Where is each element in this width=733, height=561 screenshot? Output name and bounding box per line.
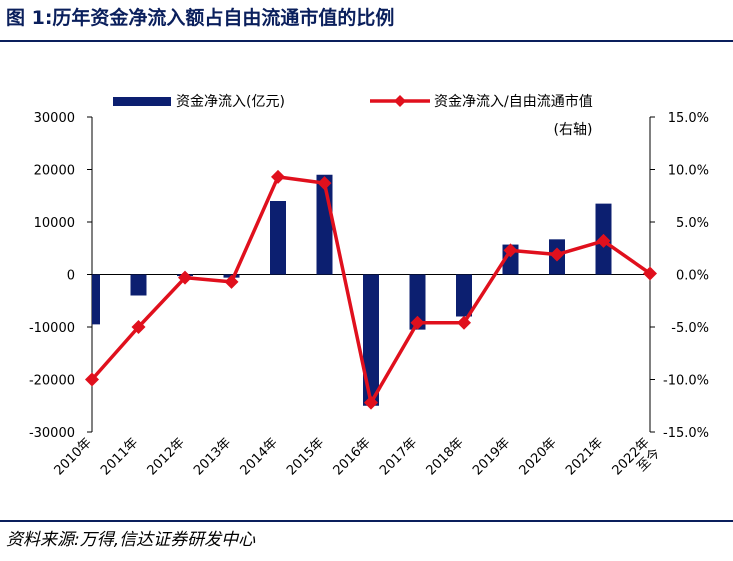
legend-bar-label: 资金净流入(亿元) bbox=[176, 94, 285, 110]
source-divider bbox=[0, 520, 733, 522]
ratio-point-marker bbox=[271, 169, 285, 184]
ratio-point-marker bbox=[410, 315, 425, 330]
bar bbox=[92, 274, 100, 325]
ratio-point-marker bbox=[131, 320, 146, 334]
ratio-point-marker bbox=[643, 266, 657, 281]
ratio-point-marker bbox=[550, 247, 564, 262]
left-tick-label: 20000 bbox=[34, 164, 75, 179]
left-tick-label: -30000 bbox=[29, 426, 75, 441]
legend-bar-swatch bbox=[113, 97, 171, 106]
left-tick-label: 0 bbox=[67, 269, 75, 284]
legend-axis-note: (右轴) bbox=[554, 122, 593, 138]
left-tick-label: -20000 bbox=[29, 374, 75, 389]
right-tick-label: 15.0% bbox=[668, 111, 709, 126]
x-tick-label: 2013年 bbox=[191, 435, 234, 478]
x-tick-label: 2016年 bbox=[331, 435, 374, 478]
x-tick-label: 2022年至今 bbox=[610, 435, 664, 489]
x-tick-label: 2015年 bbox=[284, 435, 327, 478]
legend-line-label: 资金净流入/自由流通市值 bbox=[434, 93, 593, 110]
bar bbox=[270, 201, 286, 275]
right-tick-label: 5.0% bbox=[676, 216, 709, 231]
x-tick-label: 2017年 bbox=[377, 435, 420, 478]
ratio-point-marker bbox=[503, 243, 518, 258]
ratio-point-marker bbox=[364, 395, 378, 410]
ratio-point-marker bbox=[178, 270, 192, 285]
ratio-point-marker bbox=[596, 233, 611, 248]
x-tick-label: 2014年 bbox=[238, 435, 281, 478]
bar bbox=[409, 274, 426, 330]
title-divider bbox=[0, 40, 733, 42]
right-tick-label: -15.0% bbox=[663, 426, 709, 441]
x-tick-label: 2018年 bbox=[424, 435, 467, 478]
left-tick-label: 10000 bbox=[34, 216, 75, 231]
ratio-point-marker bbox=[457, 315, 471, 330]
x-tick-label-suffix: 至今 bbox=[634, 445, 664, 475]
right-tick-label: -5.0% bbox=[671, 321, 709, 336]
x-tick-label: 2010年 bbox=[52, 435, 95, 478]
legend-line-marker bbox=[394, 95, 406, 107]
right-tick-label: -10.0% bbox=[663, 374, 709, 389]
ratio-point-marker bbox=[317, 176, 332, 191]
figure-title: 图 1:历年资金净流入额占自由流通市值的比例 bbox=[6, 7, 395, 29]
left-tick-label: -10000 bbox=[29, 321, 75, 336]
left-tick-label: 30000 bbox=[34, 111, 75, 126]
x-tick-label: 2012年 bbox=[145, 435, 188, 478]
right-tick-label: 10.0% bbox=[668, 164, 709, 179]
bar bbox=[456, 274, 472, 317]
bar bbox=[130, 274, 147, 296]
x-tick-label: 2021年 bbox=[563, 435, 606, 478]
right-tick-label: 0.0% bbox=[676, 269, 709, 284]
x-tick-label: 2011年 bbox=[98, 435, 141, 478]
ratio-point-marker bbox=[85, 372, 99, 387]
source-note: 资料来源:万得,信达证券研发中心 bbox=[6, 530, 256, 550]
x-tick-label: 2020年 bbox=[517, 435, 560, 478]
ratio-point-marker bbox=[224, 274, 239, 289]
x-tick-label: 2019年 bbox=[470, 435, 513, 478]
bar bbox=[363, 274, 379, 406]
